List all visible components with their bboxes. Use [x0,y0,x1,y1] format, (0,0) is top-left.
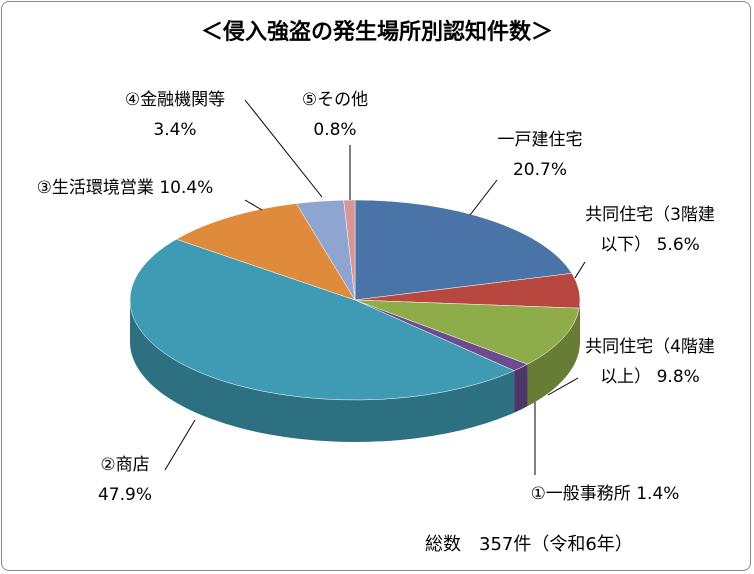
value-label: 47.9% [97,485,152,505]
category-label: ⑤その他 [301,90,369,110]
value-label: 1.4% [636,484,680,504]
leader-line [574,261,586,279]
slice [343,199,356,301]
note: 総数 357件（令和6年） [425,534,633,555]
leader-line [469,179,498,216]
category-label: ②商店 [100,455,150,475]
slice [175,203,356,301]
value-label: 0.8% [313,120,357,140]
value-label: 20.7% [512,160,567,180]
slice-side [130,300,515,442]
slice-label: ⑤その他 0.8% [290,85,380,145]
slice [354,199,573,301]
category-label: ③生活環境営業 [36,178,154,198]
slice-side [514,364,528,413]
category-label: ①一般事務所 [530,484,631,504]
slice-label: 一戸建住宅 20.7% [485,125,595,185]
leader-line [244,199,263,211]
slice-label: ④金融機関等 3.4% [120,85,230,145]
category-label: 共同住宅（3階建以下） [585,205,715,255]
value-label: 3.4% [153,120,197,140]
slice-side [579,300,580,351]
chart-title: ＜侵入強盗の発生場所別認知件数＞ [200,20,553,45]
leader-line [547,377,579,396]
slice-label: 共同住宅（3階建以下） 5.6% [580,200,720,260]
slice [354,299,580,365]
slice-label: ③生活環境営業 10.4% [0,173,255,203]
category-label: 共同住宅（4階建以上） [585,337,715,387]
slice-label: ②商店 47.9% [85,450,165,510]
slice-label: 共同住宅（4階建以上） 9.8% [580,332,720,392]
category-label: ④金融機関等 [124,90,226,110]
value-label: 10.4% [159,178,214,198]
leader-line [244,99,323,198]
slice-side [527,308,580,407]
category-label: 一戸建住宅 [497,130,583,150]
leader-line [164,419,196,471]
slice [129,238,515,401]
slice-label: ①一般事務所 1.4% [490,479,720,509]
value-label: 9.8% [656,367,700,387]
value-label: 5.6% [656,235,700,255]
